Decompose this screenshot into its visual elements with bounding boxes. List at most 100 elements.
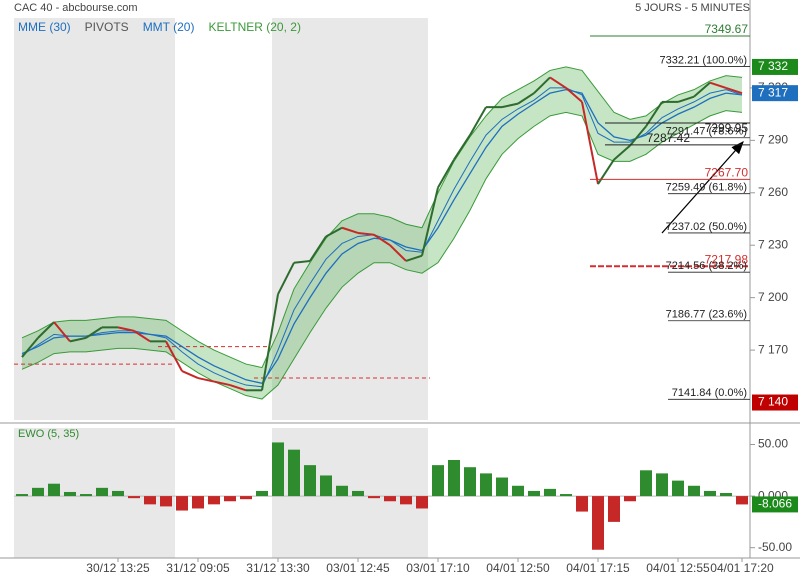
ewo-bar [400,496,412,505]
ewo-bar [48,483,60,497]
x-tick-label: 30/12 13:25 [86,561,150,575]
ewo-bar [480,473,492,497]
price-segment [533,76,551,94]
keltner-lower [21,110,743,400]
y-tick-label: -50.00 [758,540,792,554]
ewo-bar [304,465,316,497]
session-shade [14,18,175,420]
y-tick-label: 7 260 [758,185,788,199]
ewo-bar [448,459,460,497]
ewo-bar [272,442,284,497]
ewo-bar [32,487,44,497]
price-segment [197,377,215,383]
ewo-bar [128,496,140,499]
price-segment [549,76,567,89]
fib-label: 7259.49 (61.8%) [666,182,747,194]
price-segment [453,134,471,161]
price-badge-label: 7 140 [758,395,788,409]
y-tick-label: 7 170 [758,342,788,356]
price-segment [709,81,727,89]
y-tick-label: 7 290 [758,133,788,147]
price-segment [37,321,55,339]
price-segment [229,384,247,392]
ewo-bar [496,477,508,497]
price-segment [373,233,391,247]
ewo-bar [256,490,268,497]
legend-entry: PIVOTS [85,20,129,34]
ewo-bar [96,487,108,497]
price-badge-label: 7 317 [758,85,788,99]
ewo-bar [80,494,92,497]
price-badge [752,85,798,102]
ewo-bar [288,449,300,497]
ewo-bar [336,485,348,497]
ewo-bar [704,490,716,497]
price-segment [53,321,71,342]
y-tick-label: 50.00 [758,437,788,451]
price-segment [181,370,199,379]
y-tick-label: 7 200 [758,290,788,304]
legend-entry: MMT (20) [143,20,195,34]
price-segment [437,159,455,189]
ewo-bar [736,496,748,505]
ewo-bar [352,490,364,497]
plot-layer: MME (30) PIVOTS MMT (20) KELTNER (20, 2) 7 1… [14,20,798,575]
ewo-bar [624,496,636,502]
fib-label: 7186.77 (23.6%) [666,309,747,321]
ewo-badge-label: -8.066 [758,497,792,511]
x-tick-label: 04/01 17:15 [566,561,630,575]
ewo-bar [240,496,252,500]
ewo-bar [688,485,700,497]
ewo-bar [608,496,620,522]
fib-label: 7214.56 (38.2%) [666,260,747,272]
ewo-bar [416,496,428,509]
ewo-bar [176,496,188,511]
price-segment [293,259,311,264]
level-label: 7299.95 [705,121,749,135]
ewo-bar [656,473,668,497]
price-segment [341,226,359,234]
ewo-bar [576,496,588,512]
x-tick-label: 31/12 13:30 [246,561,310,575]
fib-label: 7237.02 (50.0%) [666,221,747,233]
moving-average [21,87,743,388]
price-segment [165,340,183,372]
ewo-bar [192,496,204,509]
price-segment [421,187,439,256]
price-segment [261,293,279,391]
ewo-bar [208,496,220,505]
price-segment [613,144,631,161]
price-segment [213,380,231,387]
price-segment [117,326,135,332]
price-segment [725,86,743,95]
level-label: 7217.98 [705,252,749,266]
price-segment [69,336,87,343]
y-tick-label: 7 230 [758,237,788,251]
ewo-bar [640,470,652,497]
keltner-fill [22,66,742,400]
x-tick-label: 04/01 17:20 [710,561,774,575]
ewo-bar [544,488,556,497]
ewo-bar [560,494,572,497]
ewo-title: EWO (5, 35) [18,428,79,440]
price-segment [597,159,615,185]
ewo-bar [528,490,540,497]
price-segment [405,254,423,262]
legend-entry: KELTNER (20, 2) [208,20,300,34]
price-segment [469,106,487,136]
ewo-bar [672,480,684,497]
level-label: 7349.67 [705,22,749,36]
ewo-bar [224,496,236,502]
x-tick-label: 03/01 17:10 [406,561,470,575]
price-segment [389,244,407,262]
price-segment [133,330,151,343]
x-tick-label: 31/12 09:05 [166,561,230,575]
price-segment [629,125,647,147]
price-badge [752,394,798,411]
ewo-bar [464,467,476,497]
keltner-upper [21,66,743,369]
ewo-bar [384,496,396,502]
price-segment [581,101,599,185]
fib-label: 7332.21 (100.0%) [660,54,747,66]
